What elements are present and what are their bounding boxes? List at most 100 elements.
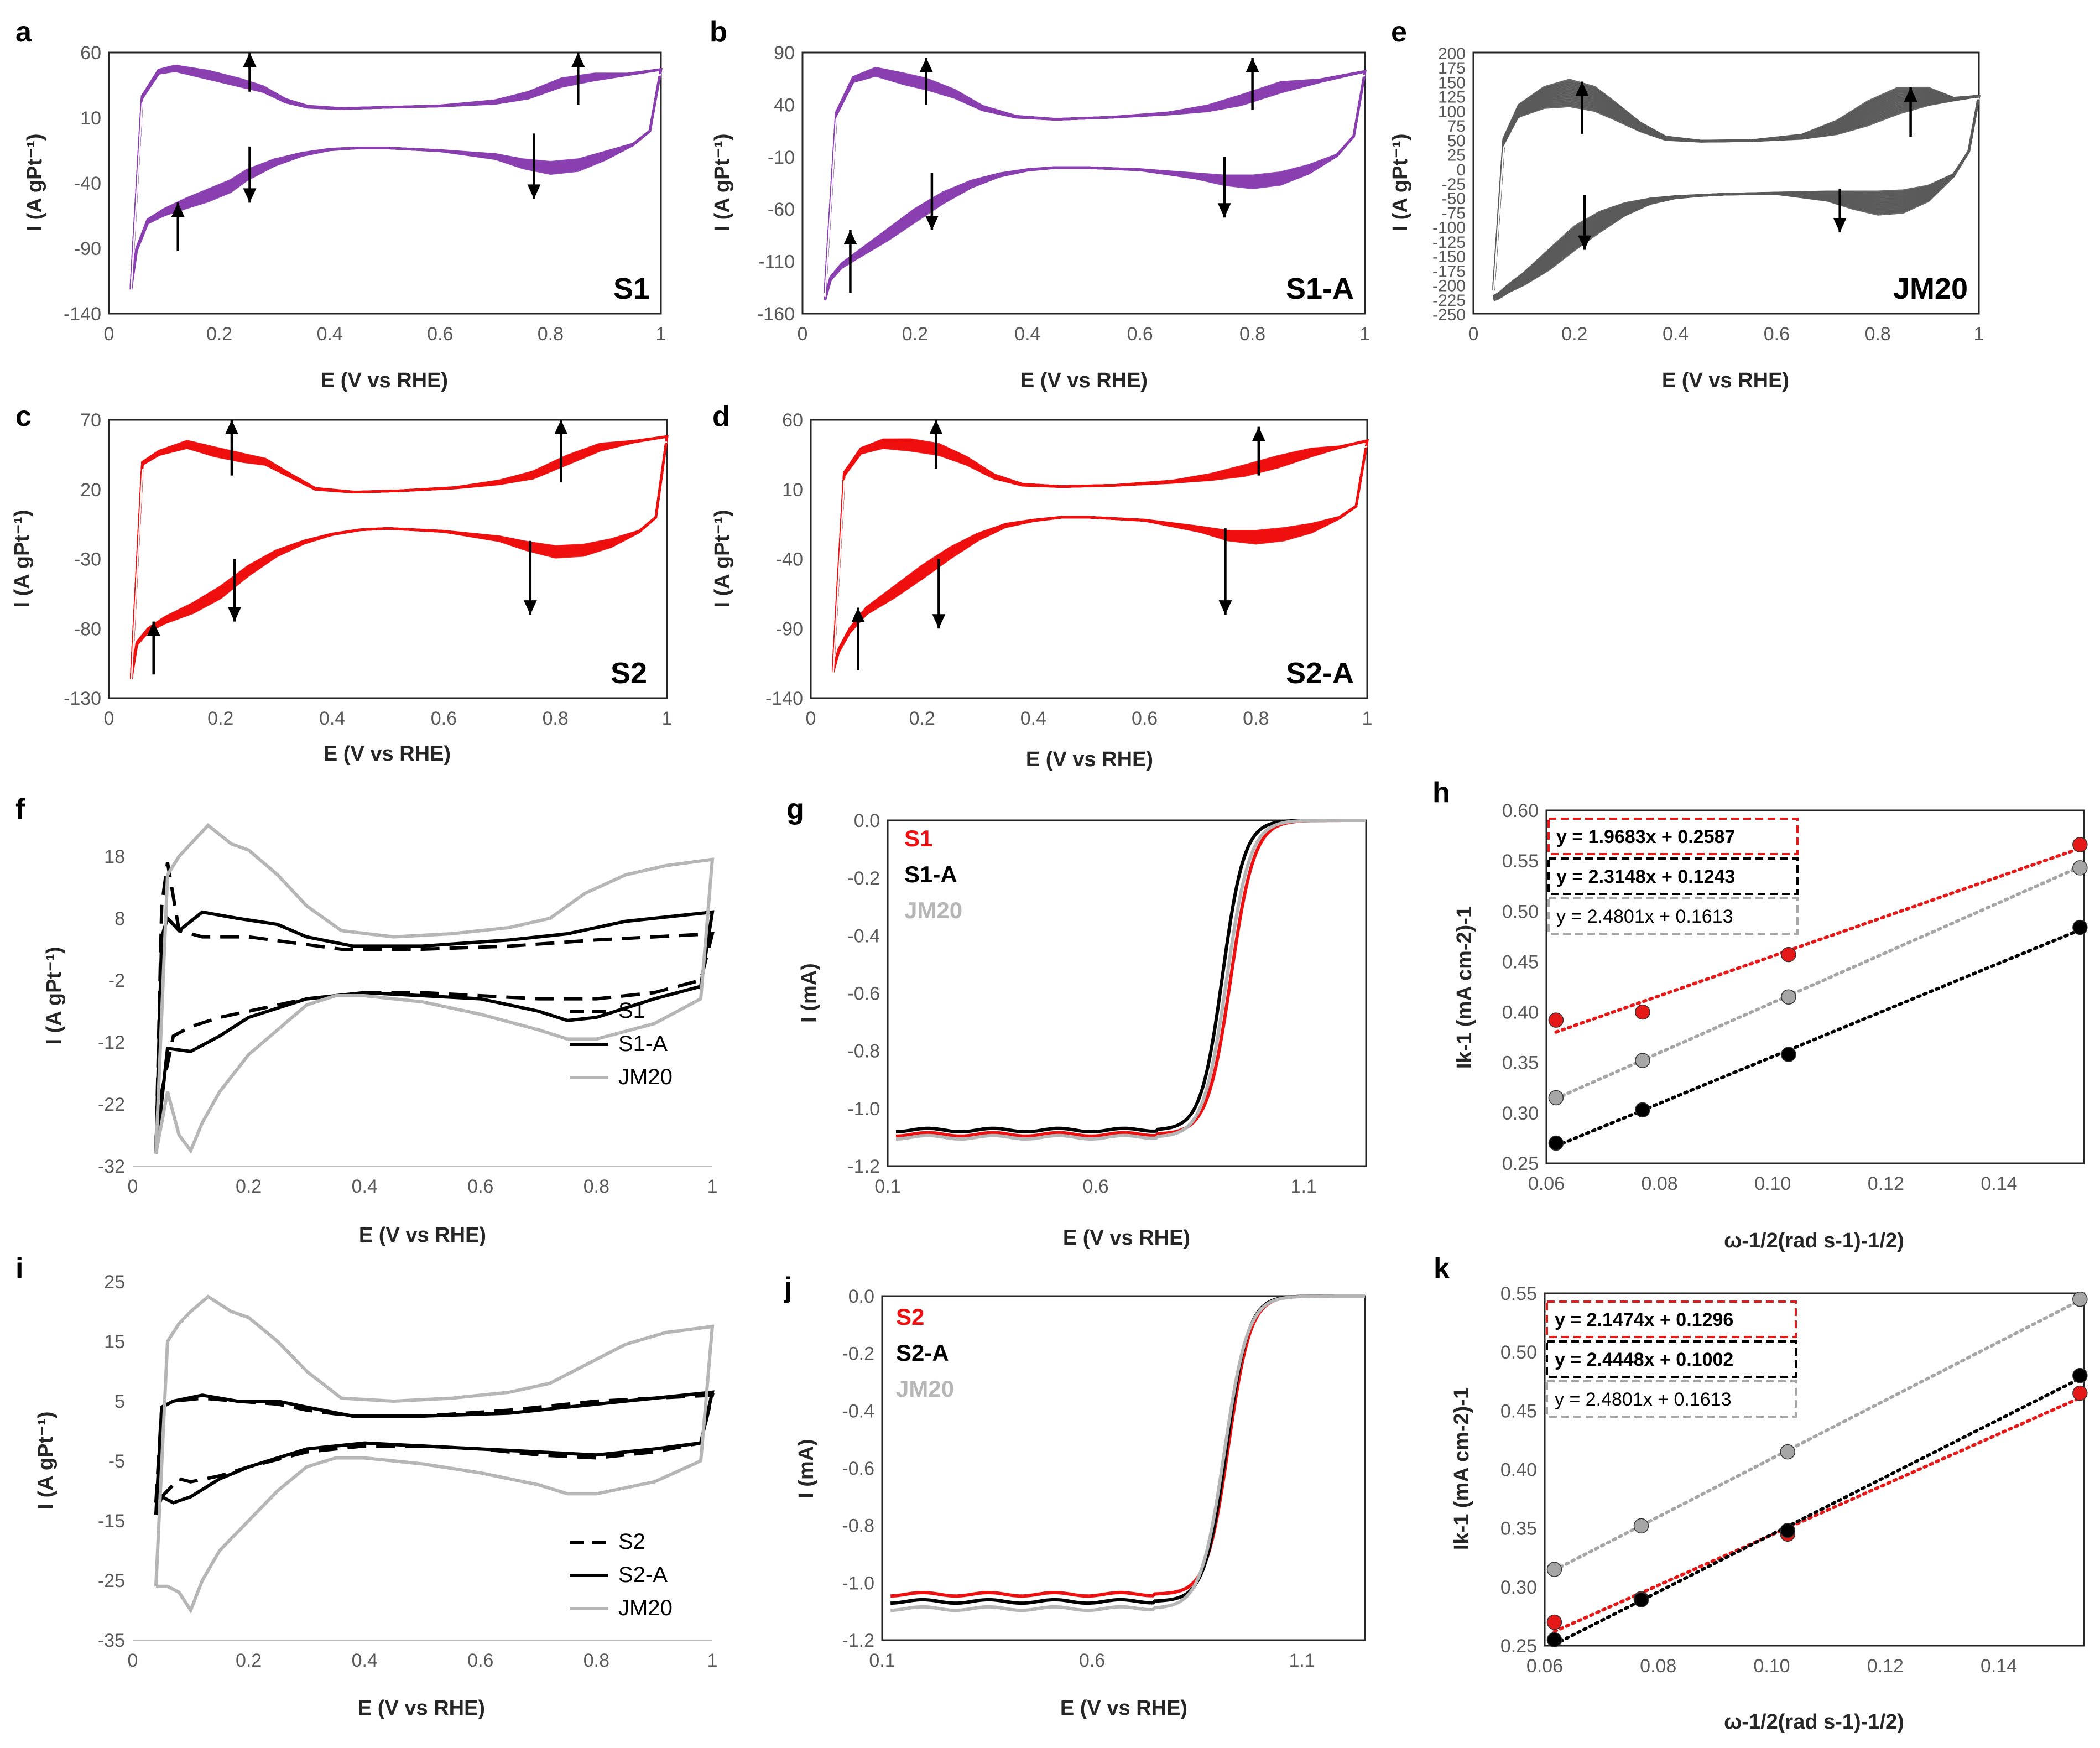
cv-cycle-line bbox=[824, 68, 1367, 300]
plot-frame bbox=[801, 51, 1366, 315]
legend-label: S2 bbox=[896, 1304, 924, 1330]
y-tick-label: -15 bbox=[98, 1511, 125, 1532]
y-tick-label: -125 bbox=[1432, 233, 1466, 252]
panel-d: 0 0.2 0.4 0.6 0.8 1 60 10 -40 -90 -140 d E (V vs RHE… bbox=[711, 400, 1372, 771]
x-tick-label: 0.6 bbox=[1127, 324, 1153, 345]
y-tick-label: -1.2 bbox=[842, 1630, 874, 1651]
x-tick-label: 0.6 bbox=[1082, 1176, 1108, 1197]
fit-line-s2 bbox=[1552, 1396, 2082, 1633]
y-tick-label: 0 bbox=[1456, 161, 1466, 179]
cv-cycle-line bbox=[831, 439, 1369, 672]
y-axis-label: I (A gPt⁻¹) bbox=[23, 134, 46, 232]
cv-cycle-line bbox=[129, 66, 663, 289]
cv-cycle-line bbox=[130, 435, 669, 679]
panel-letter: j bbox=[784, 1272, 792, 1304]
data-point bbox=[1781, 1047, 1796, 1062]
y-tick-label: 0.45 bbox=[1500, 1401, 1537, 1422]
y-tick-label: 0.50 bbox=[1500, 1342, 1537, 1363]
y-tick-label: -175 bbox=[1432, 262, 1466, 280]
y-tick-label: 0.40 bbox=[1502, 1002, 1539, 1023]
y-tick-label: 5 bbox=[114, 1391, 125, 1412]
data-point bbox=[1780, 1444, 1796, 1460]
cv-cycle-line bbox=[130, 435, 669, 678]
data-point bbox=[1635, 1102, 1650, 1118]
lsv-line-s1-a bbox=[895, 819, 1366, 1133]
cv-cycle-line bbox=[831, 439, 1369, 672]
x-tick-label: 0.2 bbox=[236, 1176, 262, 1197]
sample-label: JM20 bbox=[1893, 272, 1968, 305]
cv-cycle-line bbox=[129, 65, 663, 290]
panel-letter: f bbox=[15, 793, 25, 825]
data-point bbox=[1633, 1518, 1649, 1534]
y-tick-label: 125 bbox=[1438, 89, 1466, 107]
cv-cycle-line bbox=[130, 435, 669, 679]
panel-e: 0 0.2 0.4 0.6 0.8 12001751501251007550250-25-… bbox=[1389, 16, 1984, 392]
cv-initial-cycle bbox=[131, 441, 668, 683]
cv-cycle-line bbox=[129, 67, 663, 288]
cv-cycle-line bbox=[130, 435, 669, 678]
x-tick-label: 0.6 bbox=[467, 1176, 493, 1197]
x-tick-label: 1 bbox=[662, 708, 673, 729]
equation-label: y = 2.1474x + 0.1296 bbox=[1555, 1309, 1733, 1330]
series-line-s1-a bbox=[154, 910, 715, 1154]
x-tick-label: 0.2 bbox=[206, 324, 232, 345]
x-tick-label: 0.6 bbox=[1079, 1650, 1105, 1671]
equation-label: y = 2.4801x + 0.1613 bbox=[1555, 1389, 1731, 1410]
y-tick-label: -1.0 bbox=[847, 1099, 880, 1120]
lsv-line-s1 bbox=[895, 819, 1366, 1138]
cv-initial-cycle bbox=[130, 74, 661, 293]
cv-cycle-line bbox=[824, 70, 1367, 299]
equation-box bbox=[1546, 1340, 1797, 1378]
cv-cycle-line bbox=[824, 67, 1367, 300]
y-axis-label: I (A gPt⁻¹) bbox=[11, 510, 34, 608]
y-tick-label: -100 bbox=[1432, 219, 1466, 237]
panel-j: 0.1 0.6 1.1 0.0 -0.2 -0.4 -0.6 -0.8 -1.0 -1.2 j E (… bbox=[784, 1272, 1366, 1720]
trend-arrow-head bbox=[1246, 58, 1259, 72]
y-tick-label: -32 bbox=[98, 1156, 125, 1177]
y-tick-label: 25 bbox=[104, 1272, 125, 1293]
cv-cycle-line bbox=[129, 68, 663, 288]
x-tick-label: 0.8 bbox=[1243, 708, 1269, 729]
x-tick-label: 0.2 bbox=[909, 708, 935, 729]
cv-cycle-line bbox=[130, 435, 669, 679]
fit-line-s1 bbox=[1554, 846, 2082, 1034]
trend-arrow-head bbox=[147, 621, 160, 636]
data-point bbox=[1546, 1562, 1562, 1577]
cv-cycle-line bbox=[1492, 79, 1981, 301]
y-tick-label: -5 bbox=[108, 1451, 125, 1472]
cv-cycle-line bbox=[831, 439, 1369, 672]
trend-arrow-head bbox=[1218, 600, 1232, 615]
cv-initial-cycle bbox=[1493, 97, 1979, 293]
y-tick-label: 0.30 bbox=[1500, 1577, 1537, 1598]
y-axis-label: Ik-1 (mA cm-2)-1 bbox=[1450, 1387, 1473, 1550]
cv-cycle-line bbox=[129, 65, 663, 289]
y-tick-label: -12 bbox=[98, 1032, 125, 1053]
cv-cycle-line bbox=[130, 435, 669, 679]
data-point bbox=[1635, 1053, 1650, 1068]
x-tick-label: 0.6 bbox=[1132, 708, 1158, 729]
cv-cycle-line bbox=[129, 67, 663, 288]
equation-box bbox=[1547, 897, 1799, 935]
fit-line-s2-a bbox=[1552, 1377, 2082, 1646]
y-tick-label: -10 bbox=[768, 147, 795, 168]
data-point bbox=[1548, 1012, 1564, 1028]
y-tick-label: -60 bbox=[768, 199, 795, 220]
x-tick-label: 0.06 bbox=[1526, 1656, 1563, 1677]
legend-label: S1 bbox=[904, 825, 932, 851]
trend-arrow-head bbox=[1575, 81, 1589, 96]
y-tick-label: -0.2 bbox=[847, 868, 880, 889]
y-tick-label: 20 bbox=[80, 480, 101, 501]
panel-letter: i bbox=[15, 1252, 23, 1284]
x-axis-label: ω-1/2(rad s-1)-1/2) bbox=[1724, 1710, 1904, 1734]
cv-cycle-line bbox=[824, 70, 1367, 299]
y-tick-label: -140 bbox=[64, 304, 101, 325]
trend-arrow-head bbox=[1578, 235, 1592, 250]
trend-arrow-head bbox=[243, 188, 257, 203]
cv-cycle-line bbox=[824, 70, 1367, 299]
trend-arrow-head bbox=[851, 607, 865, 622]
cv-cycle-line bbox=[831, 439, 1369, 672]
x-tick-label: 0 bbox=[798, 324, 808, 345]
cv-cycle-line bbox=[824, 70, 1367, 299]
x-tick-label: 0.4 bbox=[1020, 708, 1046, 729]
x-tick-label: 0.10 bbox=[1753, 1656, 1790, 1677]
